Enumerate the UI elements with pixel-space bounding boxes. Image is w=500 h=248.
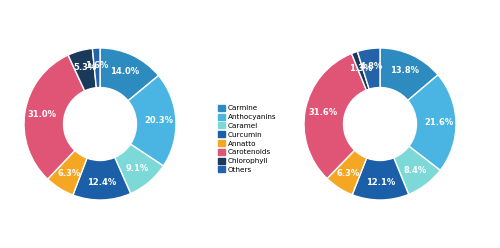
Wedge shape [73,157,130,200]
Wedge shape [114,144,164,193]
Wedge shape [24,55,84,179]
Text: 1.6%: 1.6% [86,61,108,70]
Text: 14.0%: 14.0% [110,66,140,76]
Text: 21.6%: 21.6% [424,118,453,127]
Text: 31.0%: 31.0% [28,110,57,119]
Wedge shape [100,48,158,101]
Wedge shape [327,150,366,195]
Wedge shape [394,146,440,194]
Wedge shape [68,48,96,91]
Wedge shape [128,76,176,166]
Text: 12.1%: 12.1% [366,178,395,187]
Wedge shape [408,75,456,170]
Text: 9.1%: 9.1% [126,164,150,173]
Wedge shape [380,48,438,100]
Wedge shape [92,48,100,88]
Wedge shape [352,158,408,200]
Text: 20.3%: 20.3% [144,116,173,125]
Text: 8.4%: 8.4% [404,166,427,175]
Text: 6.3%: 6.3% [57,169,80,178]
Text: 13.8%: 13.8% [390,66,419,75]
Text: 5.3%: 5.3% [73,63,96,72]
Text: 31.6%: 31.6% [308,108,337,117]
Wedge shape [358,48,380,89]
Wedge shape [352,51,369,90]
Legend: Carmine, Anthocyanins, Caramel, Curcumin, Annatto, Carotenoids, Chlorophyll, Oth: Carmine, Anthocyanins, Caramel, Curcumin… [217,103,278,174]
Text: 1.3%: 1.3% [348,64,372,73]
Text: 12.4%: 12.4% [87,178,116,187]
Wedge shape [48,151,87,195]
Text: 4.8%: 4.8% [360,62,383,71]
Text: 6.3%: 6.3% [336,169,360,178]
Wedge shape [304,54,366,179]
